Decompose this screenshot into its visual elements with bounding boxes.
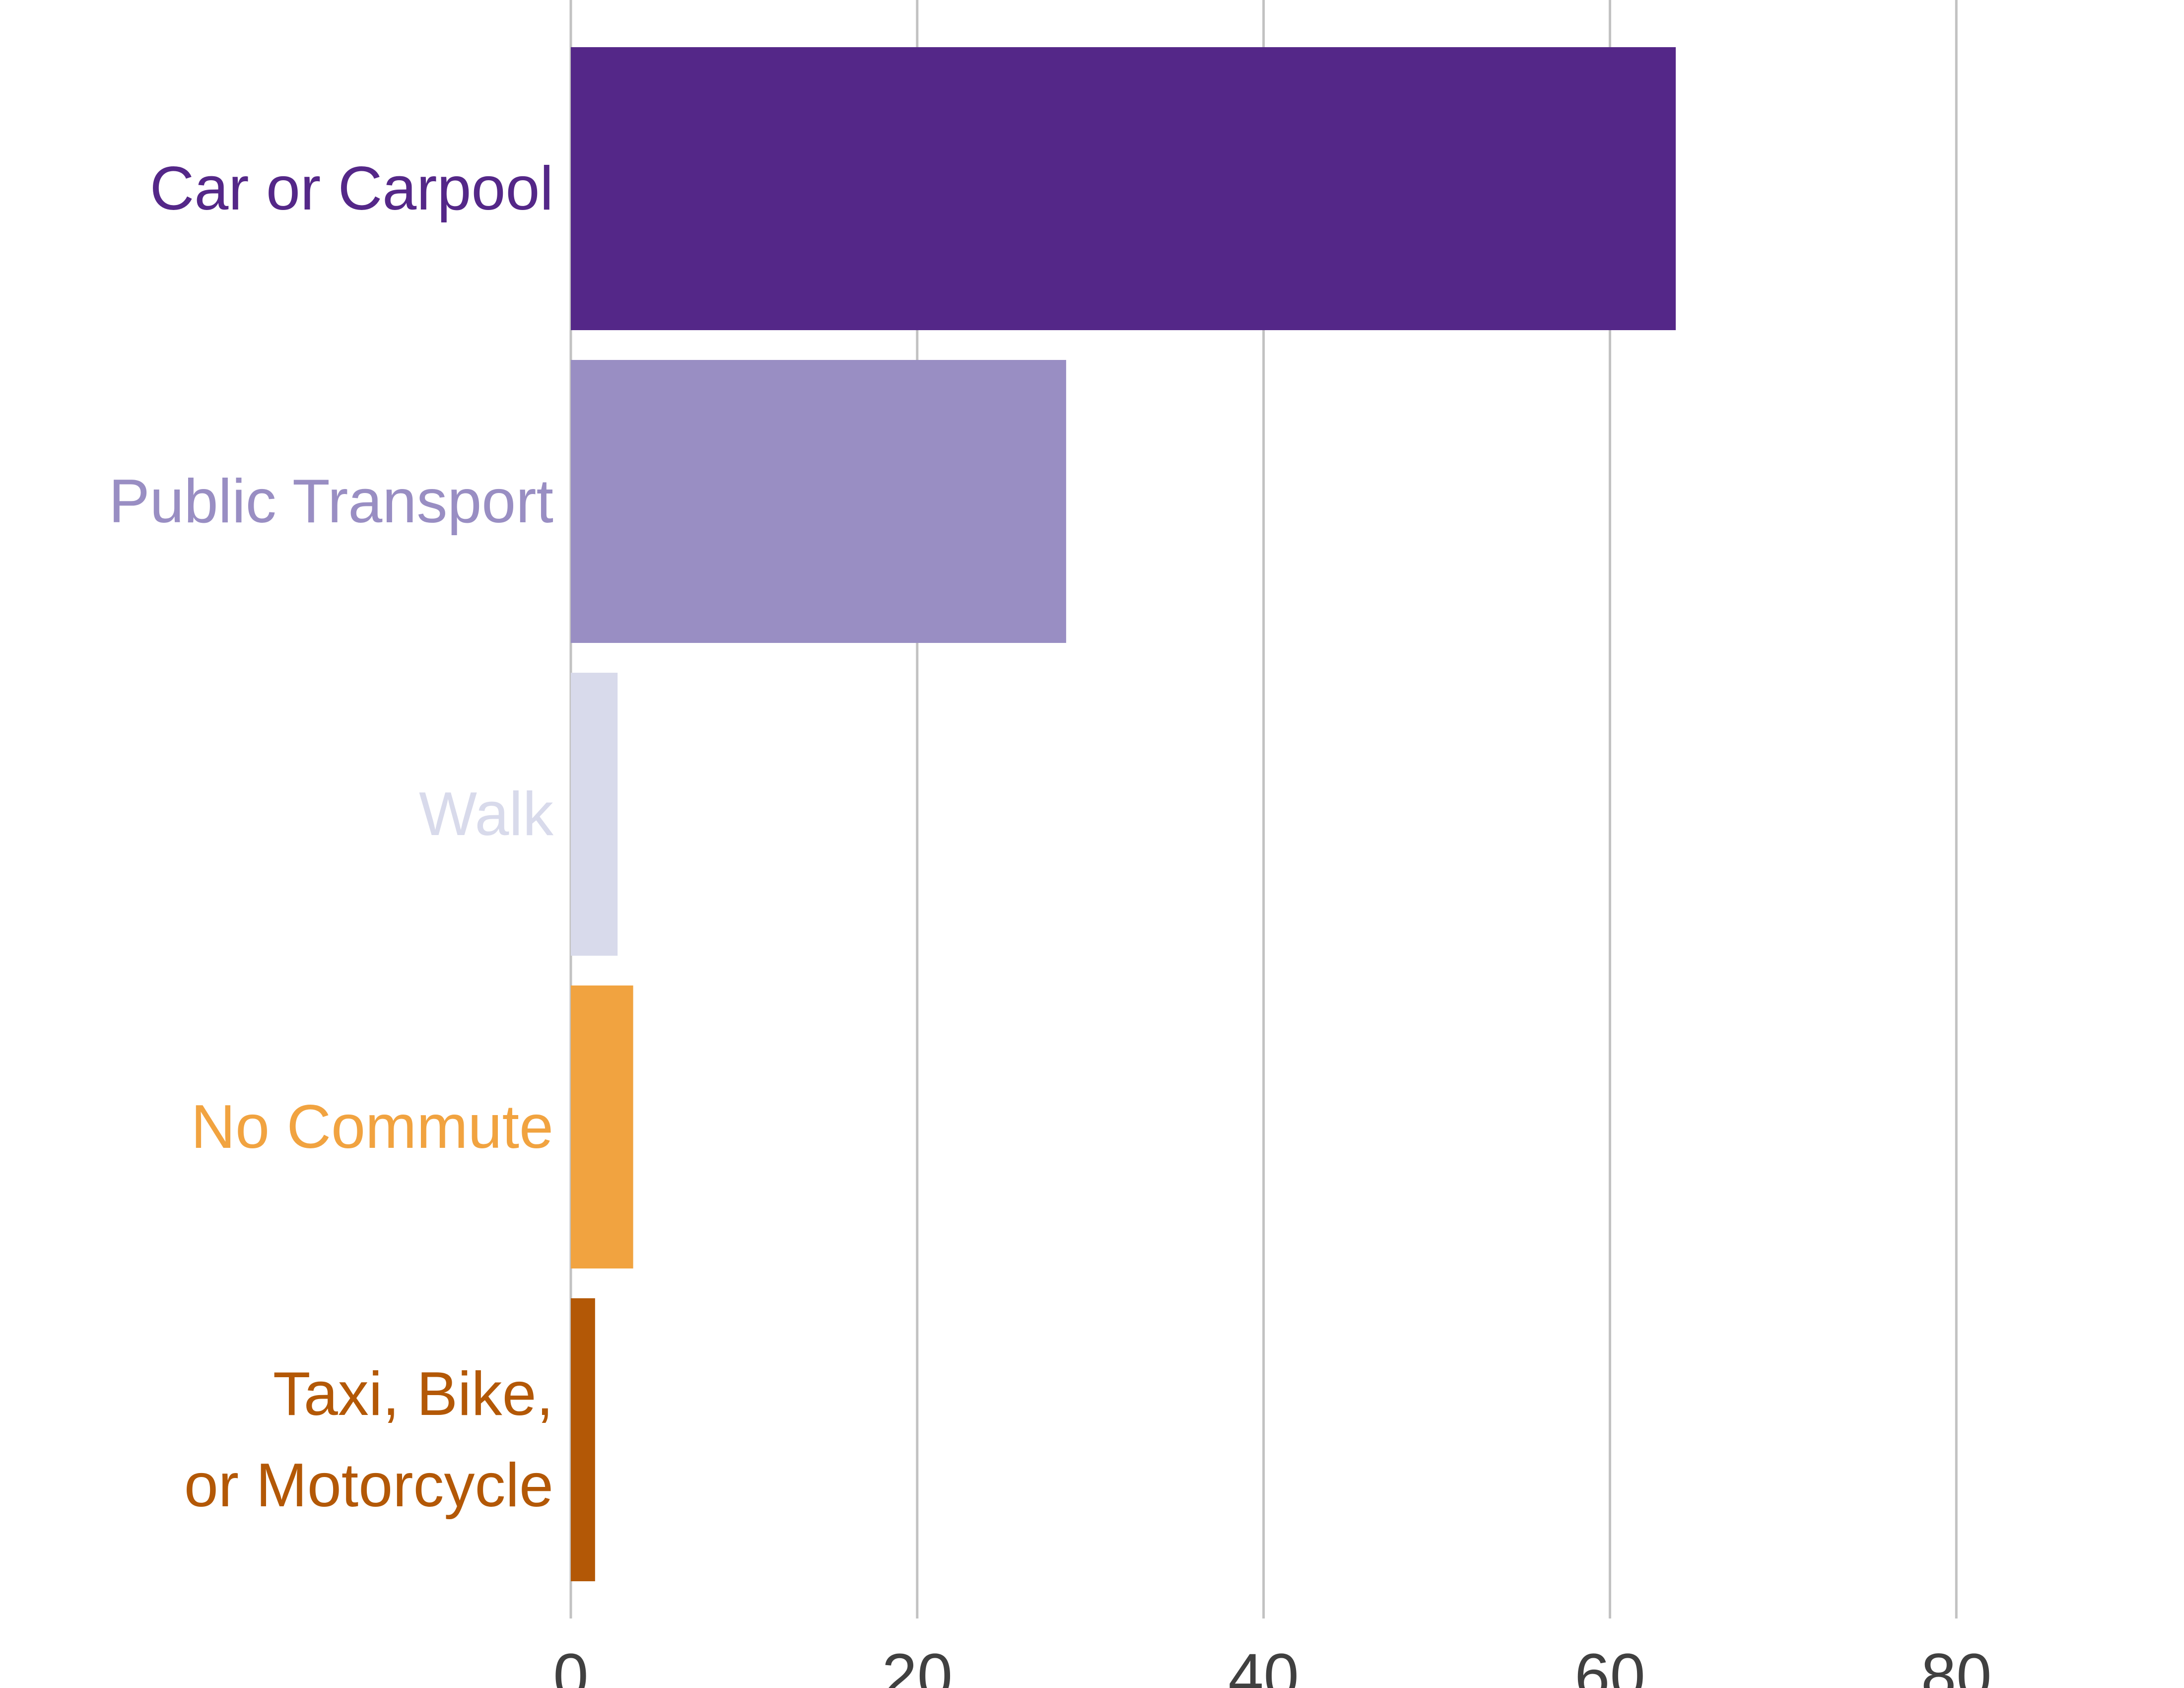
bar-2 bbox=[571, 673, 618, 956]
category-label-line: Taxi, Bike, bbox=[273, 1360, 553, 1428]
x-tick-label-60: 60 bbox=[1574, 1641, 1645, 1688]
x-tick-label-80: 80 bbox=[1921, 1641, 1991, 1688]
bar-0 bbox=[571, 47, 1676, 330]
category-label-0: Car or Carpool bbox=[150, 154, 553, 223]
category-label-line: No Commute bbox=[191, 1093, 553, 1161]
bar-1 bbox=[571, 360, 1066, 643]
x-tick-label-40: 40 bbox=[1228, 1641, 1298, 1688]
bars bbox=[571, 47, 1676, 1581]
bar-3 bbox=[571, 985, 633, 1268]
category-label-line: Car or Carpool bbox=[150, 154, 553, 223]
category-label-2: Walk bbox=[419, 780, 554, 848]
category-label-line: Walk bbox=[419, 780, 554, 848]
category-label-line: Public Transport bbox=[109, 467, 553, 536]
x-tick-label-0: 0 bbox=[553, 1641, 588, 1688]
bar-4 bbox=[571, 1298, 595, 1581]
category-label-3: No Commute bbox=[191, 1093, 553, 1161]
category-labels: Car or Carpool Public Transport Walk No Com… bbox=[109, 154, 554, 1520]
category-label-1: Public Transport bbox=[109, 467, 553, 536]
category-label-4: Taxi, Bike, or Motorcycle bbox=[184, 1360, 553, 1520]
category-label-line: or Motorcycle bbox=[184, 1451, 553, 1520]
x-tick-label-20: 20 bbox=[882, 1641, 953, 1688]
x-axis-ticks: 0 20 40 60 80 bbox=[553, 1641, 1991, 1688]
